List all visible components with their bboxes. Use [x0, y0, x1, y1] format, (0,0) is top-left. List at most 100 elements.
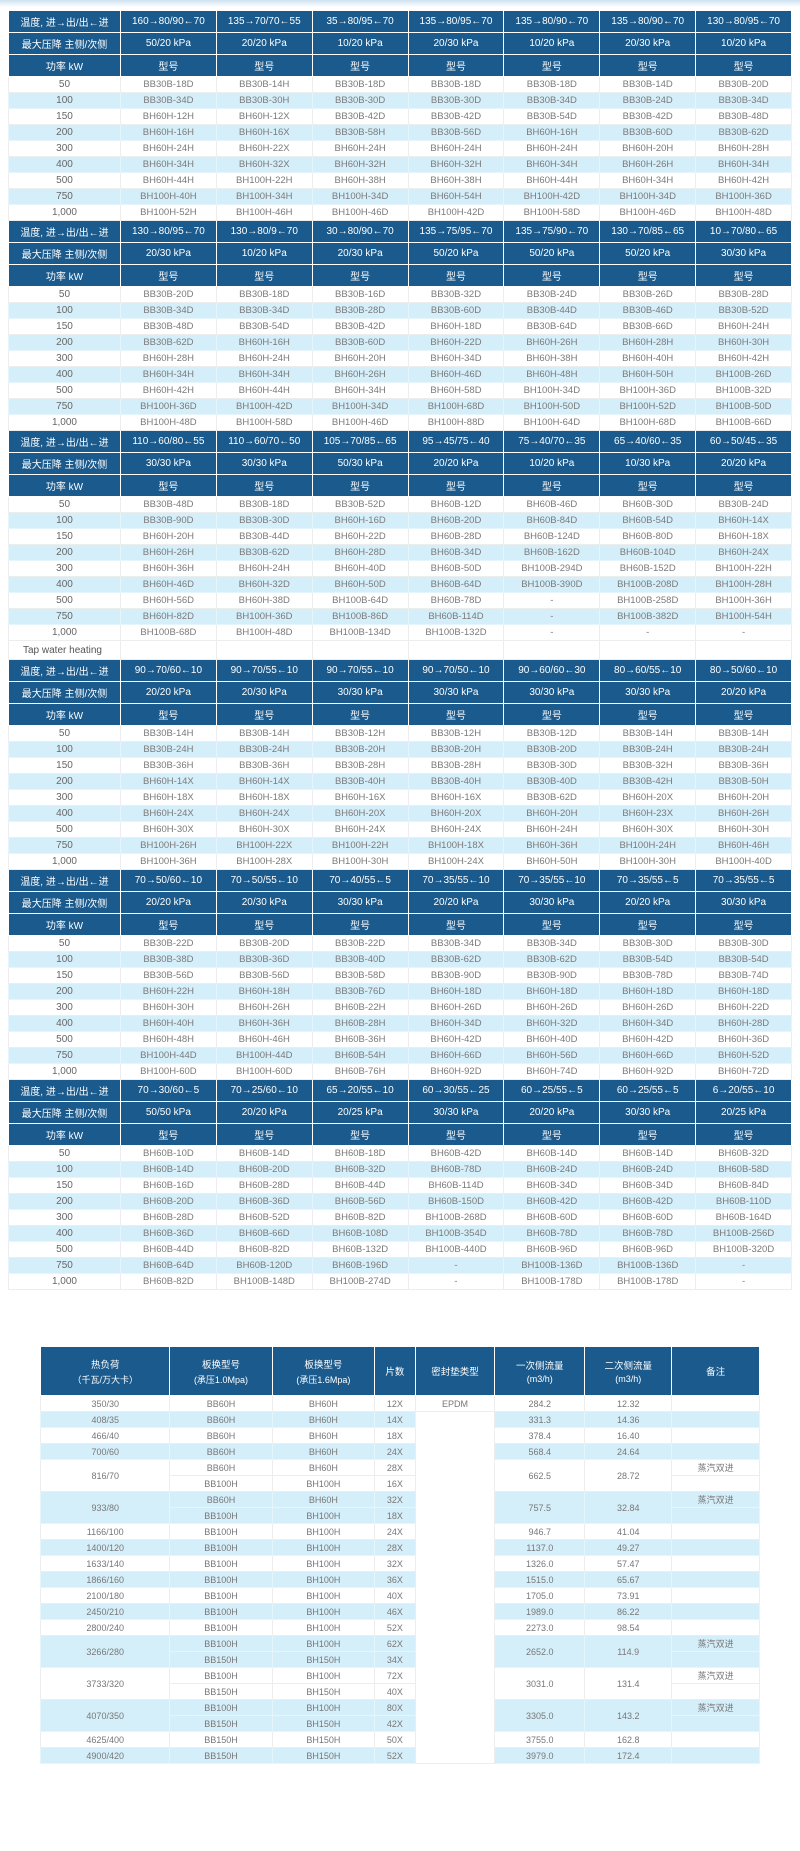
temp-value-cell: 130→80/9←70: [215, 220, 313, 243]
model-cell: BB30B-66D: [599, 318, 697, 335]
model-cell: BB30B-28D: [695, 286, 792, 303]
model-cell: BH60B-54H: [311, 1047, 409, 1064]
model-cell: BB30B-40D: [503, 773, 601, 790]
model-1.6mpa-cell: BH60H: [271, 1395, 376, 1412]
model-cell: BH60H-48H: [119, 1031, 217, 1048]
power-cell: 50: [8, 725, 121, 742]
flow-rate-area: 热负荷 （千瓦/万大卡） 板换型号 (承压1.0Mpa) 板换型号 (承压1.6Mpa) 片…: [39, 1346, 760, 1764]
model-cell: BH60H-16H: [503, 124, 601, 141]
model-cell: BB30B-28D: [311, 302, 409, 319]
power-cell: 50: [8, 286, 121, 303]
power-cell: 100: [8, 92, 121, 109]
model-label-cell: 型号: [311, 474, 409, 497]
model-cell: BH60H-32H: [407, 156, 505, 173]
model-cell: BH60H-30X: [215, 821, 313, 838]
flow-data-row: BB150H BH150H 42X: [41, 1715, 760, 1732]
model-data-row: 400 BH60H-46D BH60H-32D BH60H-50D BH60B-64D B…: [8, 576, 792, 593]
model-data-row: 500 BH60H-44H BH100H-22H BH60H-38H BH60H-38H…: [8, 172, 792, 189]
model-label-cell: 型号: [695, 913, 792, 936]
model-data-row: 100 BB30B-34D BB30B-34D BB30B-28D BB30B-60D B…: [8, 302, 792, 319]
pressure-value-cell: 20/30 kPa: [215, 891, 313, 914]
model-1mpa-cell: BB100H: [169, 1475, 273, 1492]
pressure-value-cell: 20/20 kPa: [119, 681, 217, 704]
model-cell: BH60H-28D: [695, 1015, 792, 1032]
flow-header-line2: （千瓦/万大卡）: [72, 1374, 138, 1385]
empty-cell: [695, 640, 792, 660]
model-cell: BH60H-32H: [311, 156, 409, 173]
temp-value-cell: 95→45/75←40: [407, 430, 505, 453]
model-cell: BH60H-40H: [599, 350, 697, 367]
model-cell: BH60H-74D: [503, 1063, 601, 1080]
secondary-flow-cell: 12.32: [584, 1395, 673, 1412]
temp-label-cell: 温度, 进→出/出←进: [8, 220, 121, 243]
model-cell: BH100H-22X: [215, 837, 313, 854]
model-cell: BH60B-132D: [311, 1241, 409, 1258]
primary-flow-cell: 1705.0: [494, 1587, 586, 1604]
flow-header-line2: (m3/h): [615, 1374, 642, 1384]
model-cell: BB30B-60D: [311, 334, 409, 351]
model-cell: BH100H-48D: [695, 204, 792, 221]
model-cell: BH100H-34H: [215, 188, 313, 205]
model-cell: BH60B-14D: [599, 1145, 697, 1162]
heat-load-cell: 3266/280: [39, 1635, 171, 1668]
pressure-value-cell: 20/20 kPa: [215, 1101, 313, 1124]
model-data-row: 50 BB30B-14H BB30B-14H BB30B-12H BB30B-12H BB…: [8, 725, 792, 742]
heat-load-cell: 4625/400: [39, 1731, 171, 1748]
model-cell: BH100B-134D: [311, 624, 409, 641]
model-cell: BB30B-62D: [695, 124, 792, 141]
model-cell: BH60B-64D: [119, 1257, 217, 1274]
model-cell: BB30B-90D: [407, 967, 505, 984]
model-cell: BH60H-40H: [119, 1015, 217, 1032]
model-cell: BH100H-36H: [695, 592, 792, 609]
primary-flow-cell: 946.7: [494, 1523, 586, 1540]
flow-data-row: 1633/140 BB100H BH100H 32X 1326.0 57.47: [39, 1555, 760, 1572]
pressure-value-cell: 50/50 kPa: [119, 1101, 217, 1124]
model-1mpa-cell: BB150H: [169, 1715, 273, 1732]
power-cell: 200: [8, 334, 121, 351]
temp-value-cell: 135→80/95←70: [407, 10, 505, 33]
remark-cell: [671, 1619, 760, 1636]
power-cell: 100: [8, 302, 121, 319]
model-cell: BB30B-40D: [311, 951, 409, 968]
model-cell: BH100H-52D: [599, 398, 697, 415]
model-cell: BH60B-44D: [311, 1177, 409, 1194]
model-cell: BH60H-46H: [695, 837, 792, 854]
model-1.6mpa-cell: BH100H: [271, 1475, 376, 1492]
power-cell: 300: [8, 789, 121, 806]
power-cell: 500: [8, 1241, 121, 1258]
pressure-value-cell: 10/20 kPa: [695, 32, 792, 55]
model-cell: BH60H-24H: [407, 140, 505, 157]
model-cell: BH100B-382D: [599, 608, 697, 625]
model-cell: BH100B-294D: [503, 560, 601, 577]
pressure-value-cell: 20/20 kPa: [503, 1101, 601, 1124]
model-1mpa-cell: BB60H: [169, 1491, 273, 1508]
model-cell: BH60H-20X: [407, 805, 505, 822]
model-cell: BH100B-68D: [119, 624, 217, 641]
power-cell: 1,000: [8, 1063, 121, 1080]
model-cell: BB30B-14H: [119, 725, 217, 742]
model-label-cell: 型号: [503, 913, 601, 936]
model-cell: BH60B-34D: [503, 1177, 601, 1194]
model-cell: BH100H-44D: [215, 1047, 313, 1064]
model-data-row: 150 BH60H-12H BH60H-12X BB30B-42D BB30B-42D B…: [8, 108, 792, 125]
heat-load-cell: 4900/420: [39, 1747, 171, 1764]
section-6-model-header-row: 功率 kW 型号 型号 型号 型号 型号 型号 型号: [8, 1123, 792, 1146]
model-1.6mpa-cell: BH150H: [271, 1683, 376, 1700]
model-cell: BH100H-24H: [599, 837, 697, 854]
model-cell: BB30B-42D: [311, 318, 409, 335]
model-1.6mpa-cell: BH60H: [271, 1459, 376, 1476]
model-cell: BH100H-68D: [407, 398, 505, 415]
remark-cell: [671, 1747, 760, 1764]
flow-data-row: 4070/350 BB100H BH100H 80X 3305.0 143.2 蒸汽双进: [39, 1699, 760, 1732]
model-cell: BH60H-26H: [695, 805, 792, 822]
power-label-cell: 功率 kW: [8, 1123, 121, 1146]
model-cell: BH60H-34H: [695, 156, 792, 173]
model-cell: BH100H-28H: [695, 576, 792, 593]
model-label-cell: 型号: [119, 474, 217, 497]
model-data-row: 750 BH60B-64D BH60B-120D BH60B-196D - BH100B-…: [8, 1257, 792, 1274]
pressure-value-cell: 50/20 kPa: [119, 32, 217, 55]
model-label-cell: 型号: [119, 913, 217, 936]
power-cell: 200: [8, 983, 121, 1000]
remark-cell: 蒸汽双进: [671, 1459, 760, 1476]
power-cell: 50: [8, 935, 121, 952]
